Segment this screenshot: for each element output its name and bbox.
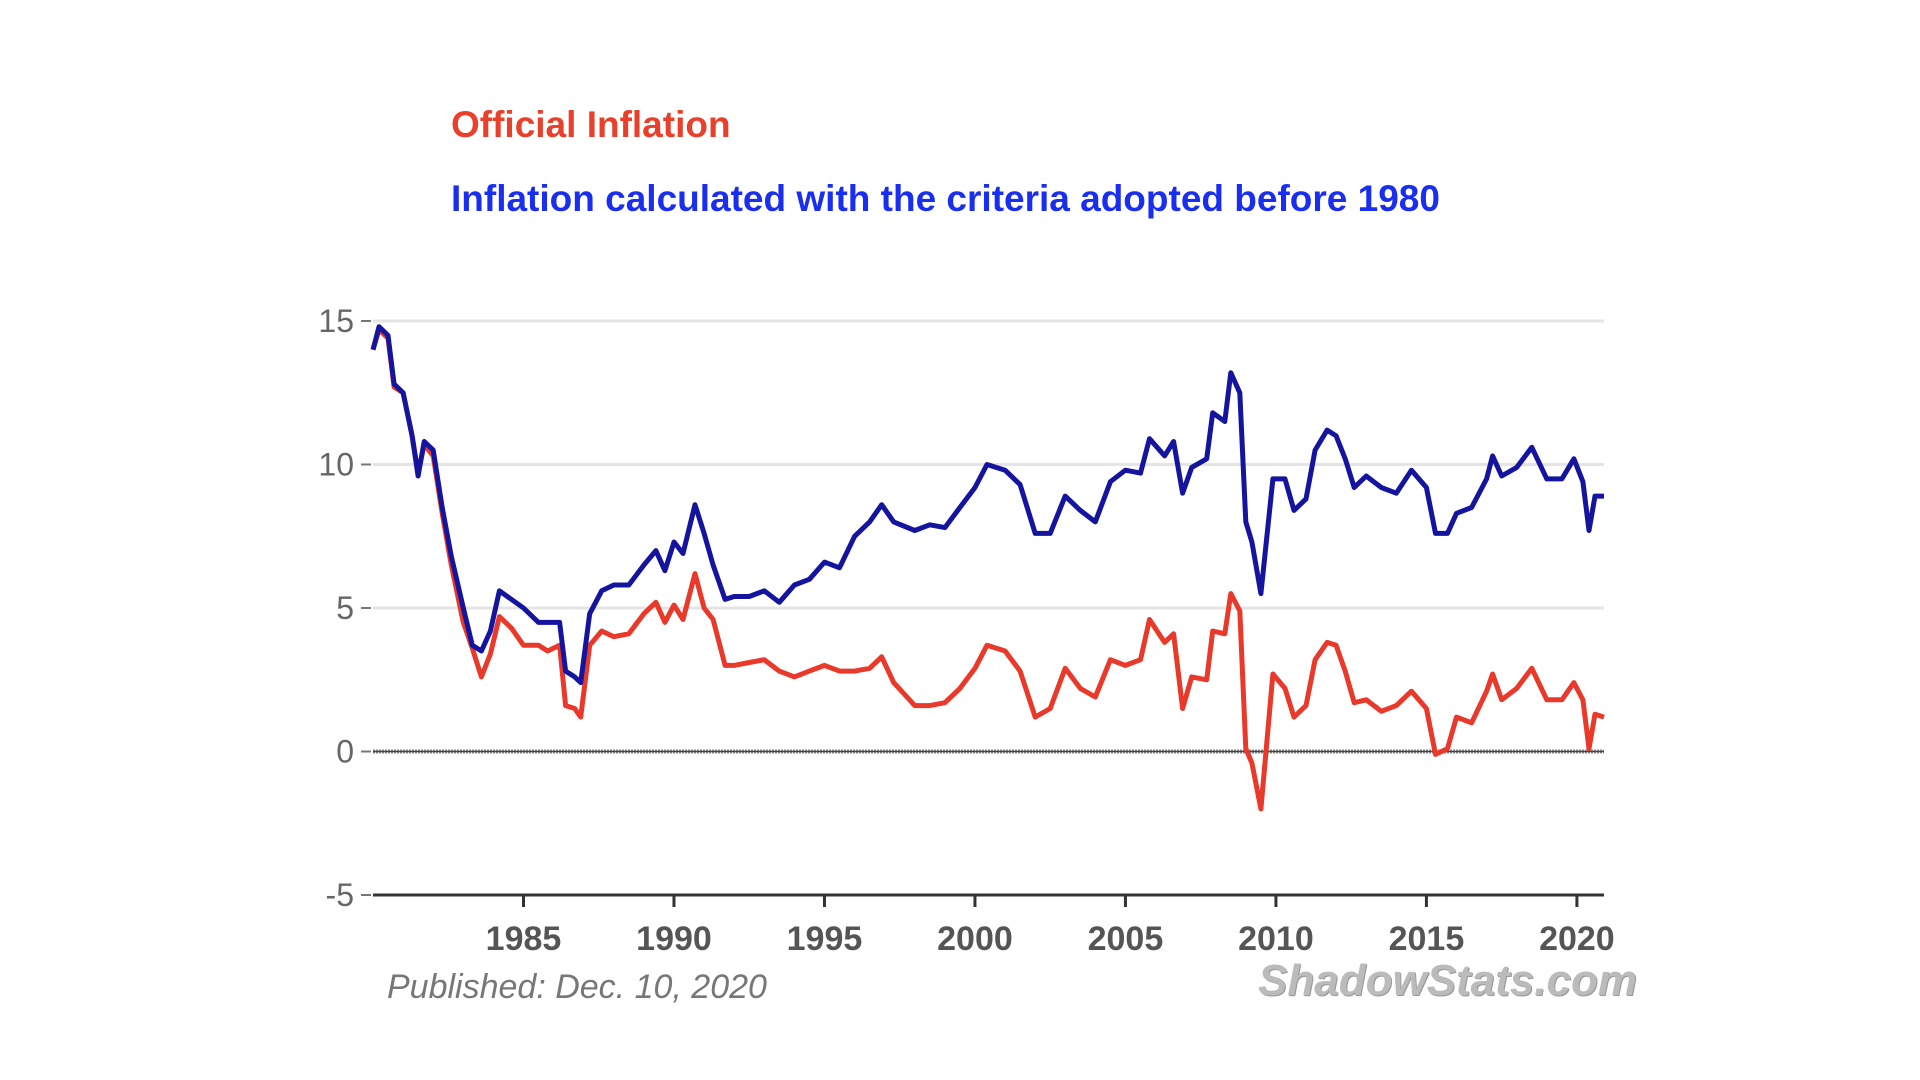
y-tick-label: 15 <box>318 303 354 339</box>
legend-official-inflation: Official Inflation <box>451 104 731 145</box>
x-tick-label: 2010 <box>1238 920 1314 958</box>
x-tick-label: 1995 <box>787 920 863 958</box>
legend-alternate-inflation: Inflation calculated with the criteria a… <box>451 178 1440 219</box>
x-tick-label: 2015 <box>1389 920 1465 958</box>
published-date: Published: Dec. 10, 2020 <box>387 968 767 1006</box>
y-tick-label: 0 <box>336 734 354 770</box>
x-tick-label: 2020 <box>1539 920 1615 958</box>
series-line-alternate-inflation <box>370 324 1604 686</box>
series-line-official-inflation <box>370 327 1605 812</box>
x-tick-label: 2000 <box>937 920 1013 958</box>
y-tick-label: -5 <box>326 877 354 913</box>
shadowstats-watermark: ShadowStats.com <box>1258 956 1637 1005</box>
x-tick-label: 1990 <box>636 920 712 958</box>
x-tick-label: 1985 <box>486 920 562 958</box>
y-tick-label: 5 <box>336 590 354 626</box>
x-tick-label: 2005 <box>1088 920 1164 958</box>
y-tick-label: 10 <box>318 447 354 483</box>
